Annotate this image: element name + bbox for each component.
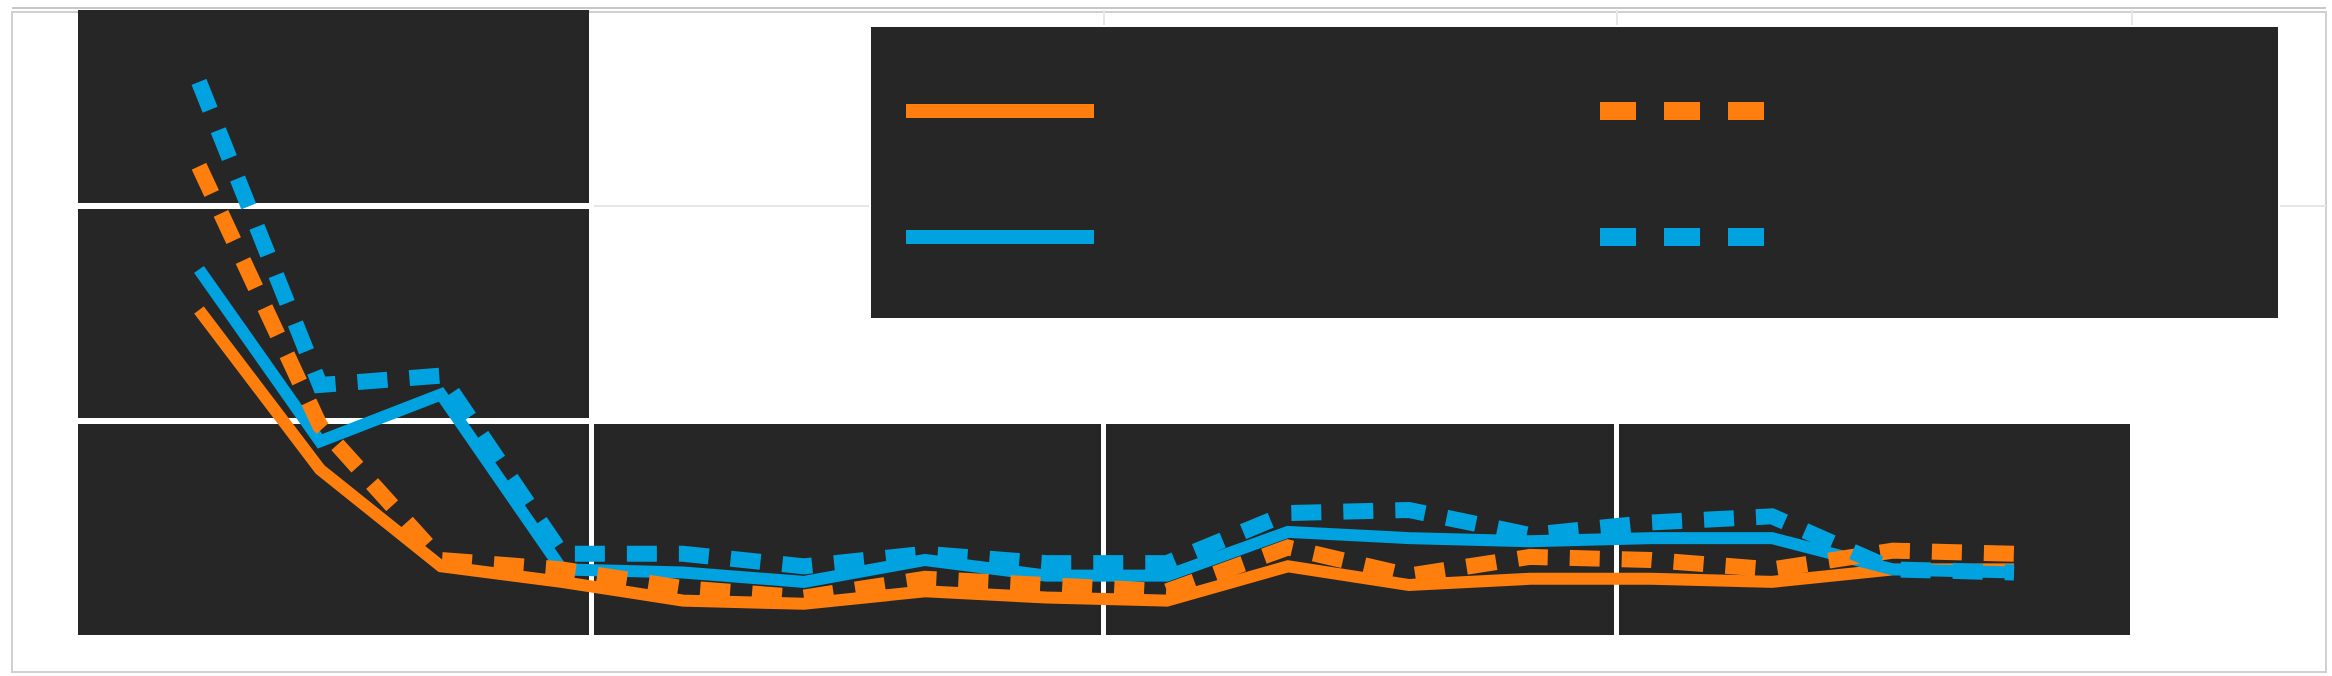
series-line-2 [194,265,2015,588]
series-line-3 [191,162,2015,606]
outer-frame [11,11,2327,673]
legend [869,25,2280,320]
grid-cell [1619,424,2130,635]
grid-cell [78,10,589,203]
series-lines [191,78,2015,610]
grid-cell [78,424,589,635]
series-line-1 [194,306,2014,610]
series-line-4 [191,78,2015,581]
grid-cell [1106,424,1614,635]
legend-box [871,27,2278,318]
